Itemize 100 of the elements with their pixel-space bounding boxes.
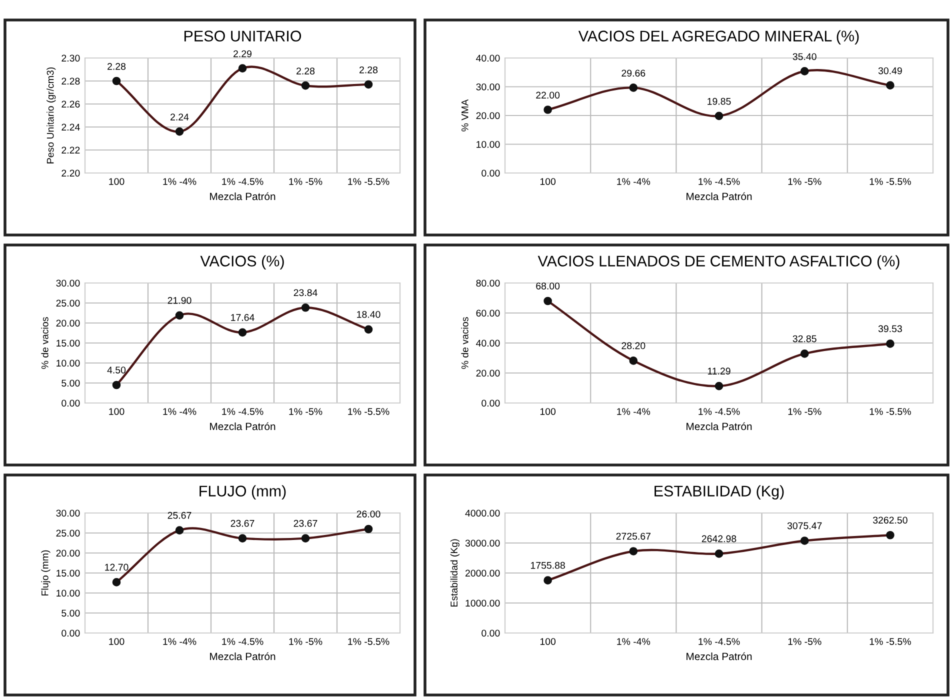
y-tick-label: 20.00 <box>476 370 500 377</box>
x-axis-title: Mezcla Patrón <box>686 422 752 430</box>
data-label: 25.67 <box>168 512 192 519</box>
y-tick-label: 30.00 <box>476 83 500 90</box>
data-label: 23.67 <box>294 520 318 527</box>
data-label: 22.00 <box>536 92 560 99</box>
x-axis-title: Mezcla Patrón <box>686 192 752 200</box>
x-tick-label: 1% -4% <box>617 178 650 185</box>
y-tick-label: 3000.00 <box>465 540 500 547</box>
y-tick-label: 2.26 <box>62 100 80 108</box>
data-label: 39.53 <box>878 325 902 332</box>
x-axis-title: Mezcla Patrón <box>686 652 752 660</box>
x-tick-label: 1% -4% <box>163 408 196 415</box>
chart-title: VACIOS DEL AGREGADO MINERAL (%) <box>578 30 859 44</box>
chart-title: PESO UNITARIO <box>184 30 302 42</box>
y-tick-label: 40.00 <box>476 54 500 62</box>
y-tick-label: 5.00 <box>62 380 80 387</box>
data-label: 29.66 <box>622 70 646 77</box>
y-tick-label: 10.00 <box>56 360 80 367</box>
y-tick-label: 20.00 <box>476 112 500 120</box>
y-axis-title: % VMA <box>461 99 468 132</box>
x-tick-label: 1% -4% <box>617 638 650 645</box>
y-tick-label: 30.00 <box>56 510 80 517</box>
y-axis-title: % de vacios <box>461 317 468 369</box>
x-tick-label: 100 <box>540 638 556 645</box>
y-tick-label: 0.00 <box>482 630 500 637</box>
y-tick-label: 2.28 <box>62 78 80 85</box>
y-tick-label: 4000.00 <box>465 510 500 517</box>
data-label: 23.84 <box>294 289 318 296</box>
y-tick-label: 80.00 <box>476 280 500 287</box>
y-tick-label: 2.22 <box>62 146 80 154</box>
data-label: 2642.98 <box>702 535 736 542</box>
y-tick-label: 20.00 <box>56 320 80 327</box>
chart-title: VACIOS LLENADOS DE CEMENTO ASFALTICO (%) <box>538 255 900 270</box>
data-label: 2725.67 <box>616 532 650 540</box>
y-tick-label: 15.00 <box>56 340 80 347</box>
data-label: 2.28 <box>360 66 378 74</box>
data-label: 32.85 <box>792 335 816 342</box>
data-label: 35.40 <box>792 53 816 60</box>
x-tick-label: 1% -4.5% <box>222 178 264 185</box>
x-tick-label: 1% -5% <box>788 638 822 645</box>
data-label: 12.70 <box>105 564 128 571</box>
y-tick-label: 2.20 <box>62 170 80 177</box>
x-tick-label: 1% -5.5% <box>870 408 911 415</box>
data-label: 23.67 <box>230 520 254 527</box>
x-tick-label: 1% -4.5% <box>698 178 740 185</box>
data-label: 1755.88 <box>530 562 565 569</box>
data-label: 19.85 <box>708 98 731 105</box>
data-label: 21.90 <box>168 296 192 304</box>
x-tick-label: 1% -4.5% <box>222 638 264 645</box>
x-tick-label: 100 <box>109 638 124 645</box>
data-label: 3262.50 <box>873 516 908 524</box>
x-tick-label: 1% -5.5% <box>348 638 390 645</box>
y-tick-label: 0.00 <box>62 630 80 637</box>
y-tick-label: 1000.00 <box>466 600 500 607</box>
x-tick-label: 1% -5.5% <box>348 178 390 185</box>
y-tick-label: 25.00 <box>56 300 80 307</box>
chart-title: VACIOS (%) <box>200 255 284 270</box>
y-tick-label: 10.00 <box>476 140 500 148</box>
chart-title: FLUJO (mm) <box>200 485 286 500</box>
y-axis-title: Peso Unitario (gr/cm3) <box>46 67 56 164</box>
x-axis-title: Mezcla Patrón <box>210 192 276 200</box>
y-tick-label: 5.00 <box>62 610 80 617</box>
y-tick-label: 2000.00 <box>465 570 500 577</box>
y-tick-label: 0.00 <box>482 400 500 407</box>
x-tick-label: 1% -5.5% <box>870 638 911 645</box>
data-label: 17.64 <box>231 314 254 321</box>
x-tick-label: 1% -5% <box>289 408 322 415</box>
y-axis-title: Flujo (mm) <box>41 550 50 596</box>
y-tick-label: 20.00 <box>56 550 80 557</box>
y-tick-label: 40.00 <box>476 340 500 347</box>
data-label: 28.20 <box>622 342 646 350</box>
x-tick-label: 100 <box>109 408 124 415</box>
data-label: 2.28 <box>108 62 126 70</box>
x-tick-label: 100 <box>109 178 124 185</box>
data-label: 30.49 <box>878 67 902 74</box>
x-tick-label: 1% -5.5% <box>870 178 911 185</box>
chart-title: ESTABILIDAD (Kg) <box>654 485 784 500</box>
x-axis-title: Mezcla Patrón <box>210 652 276 660</box>
x-tick-label: 1% -4.5% <box>222 408 264 415</box>
y-tick-label: 2.30 <box>62 54 80 62</box>
y-tick-label: 60.00 <box>476 310 500 317</box>
data-label: 4.50 <box>107 366 126 374</box>
y-tick-label: 0.00 <box>62 400 80 407</box>
x-tick-label: 1% -5% <box>788 178 822 185</box>
y-tick-label: 15.00 <box>56 570 80 577</box>
y-tick-label: 10.00 <box>56 590 80 597</box>
data-label: 68.00 <box>536 282 560 290</box>
data-label: 18.40 <box>357 310 380 318</box>
x-tick-label: 1% -4.5% <box>698 408 740 415</box>
data-label: 2.29 <box>234 50 252 58</box>
x-tick-label: 1% -5.5% <box>348 408 390 415</box>
x-tick-label: 1% -5% <box>289 638 322 645</box>
y-tick-label: 30.00 <box>56 280 80 287</box>
x-tick-label: 1% -4% <box>617 408 650 415</box>
x-tick-label: 1% -4.5% <box>698 638 740 645</box>
y-tick-label: 25.00 <box>56 530 80 537</box>
x-tick-label: 1% -4% <box>163 638 196 645</box>
x-tick-label: 1% -5% <box>788 408 822 415</box>
data-label: 2.24 <box>170 114 189 120</box>
